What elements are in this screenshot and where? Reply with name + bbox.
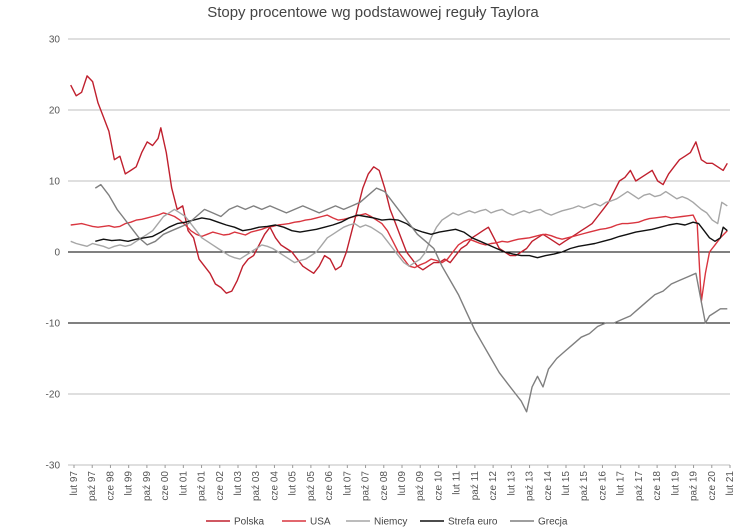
x-tick-label: lut 09 (397, 471, 408, 496)
x-tick-label: lut 21 (725, 471, 736, 496)
x-tick-label: paź 07 (361, 471, 372, 501)
x-tick-label: cze 08 (379, 471, 390, 501)
series-lines (70, 75, 728, 413)
x-tick-label: cze 12 (488, 471, 499, 501)
x-tick-label: paź 01 (197, 471, 208, 501)
series-line-grecja (94, 183, 728, 413)
legend-label: Niemcy (374, 517, 407, 528)
x-tick-label: cze 04 (269, 471, 280, 501)
x-tick-label: cze 00 (160, 471, 171, 501)
x-tick-label: paź 17 (634, 471, 645, 501)
x-tick-label: paź 03 (251, 471, 262, 501)
y-tick-label: 10 (49, 177, 61, 188)
x-tick-label: cze 98 (105, 471, 116, 501)
series-line-polska (70, 75, 728, 294)
x-tick-label: lut 19 (670, 471, 681, 496)
x-tick-label: paź 97 (87, 471, 98, 501)
x-tick-label: cze 06 (324, 471, 335, 501)
x-tick-label: cze 16 (597, 471, 608, 501)
y-tick-label: -20 (46, 390, 61, 401)
x-tick-label: paź 05 (306, 471, 317, 501)
y-axis-ticks: 30 20 10 0 -10 -20 -30 (46, 35, 61, 472)
x-tick-label: lut 97 (69, 471, 80, 496)
x-tick-label: cze 14 (543, 471, 554, 501)
y-tick-label: 20 (49, 106, 61, 117)
x-tick-label: cze 18 (652, 471, 663, 501)
series-line-niemcy (70, 190, 728, 267)
x-tick-label: lut 15 (561, 471, 572, 496)
legend-label: USA (310, 517, 331, 528)
legend-label: Strefa euro (448, 517, 498, 528)
x-tick-label: paź 11 (470, 471, 481, 501)
x-tick-label: paź 99 (142, 471, 153, 501)
x-axis-ticks: lut 97 paź 97 cze 98 lut 99 paź 99 cze 00 lut … (69, 465, 736, 501)
series-line-usa (70, 212, 728, 303)
chart-title: Stopy procentowe wg podstawowej reguły T… (207, 4, 539, 21)
x-tick-label: cze 20 (707, 471, 718, 501)
x-tick-label: paź 13 (525, 471, 536, 501)
x-tick-label: lut 17 (616, 471, 627, 496)
x-tick-label: cze 10 (433, 471, 444, 501)
legend-label: Grecja (538, 517, 568, 528)
x-tick-label: paź 15 (579, 471, 590, 501)
x-tick-label: lut 13 (506, 471, 517, 496)
x-tick-label: lut 05 (288, 471, 299, 496)
legend-label: Polska (234, 517, 264, 528)
x-tick-label: lut 03 (233, 471, 244, 496)
y-tick-label: -30 (46, 461, 61, 472)
x-tick-label: lut 07 (342, 471, 353, 496)
x-tick-label: cze 02 (215, 471, 226, 501)
x-tick-label: paź 09 (415, 471, 426, 501)
legend: Polska USA Niemcy Strefa euro Grecja (206, 517, 568, 528)
x-tick-label: lut 99 (124, 471, 135, 496)
y-tick-label: 0 (54, 248, 60, 259)
x-tick-label: lut 11 (452, 471, 463, 495)
x-tick-label: lut 01 (178, 471, 189, 496)
y-tick-label: -10 (46, 319, 61, 330)
x-tick-label: paź 19 (689, 471, 700, 501)
y-tick-label: 30 (49, 35, 61, 46)
series-line-strefa-euro (95, 214, 728, 259)
